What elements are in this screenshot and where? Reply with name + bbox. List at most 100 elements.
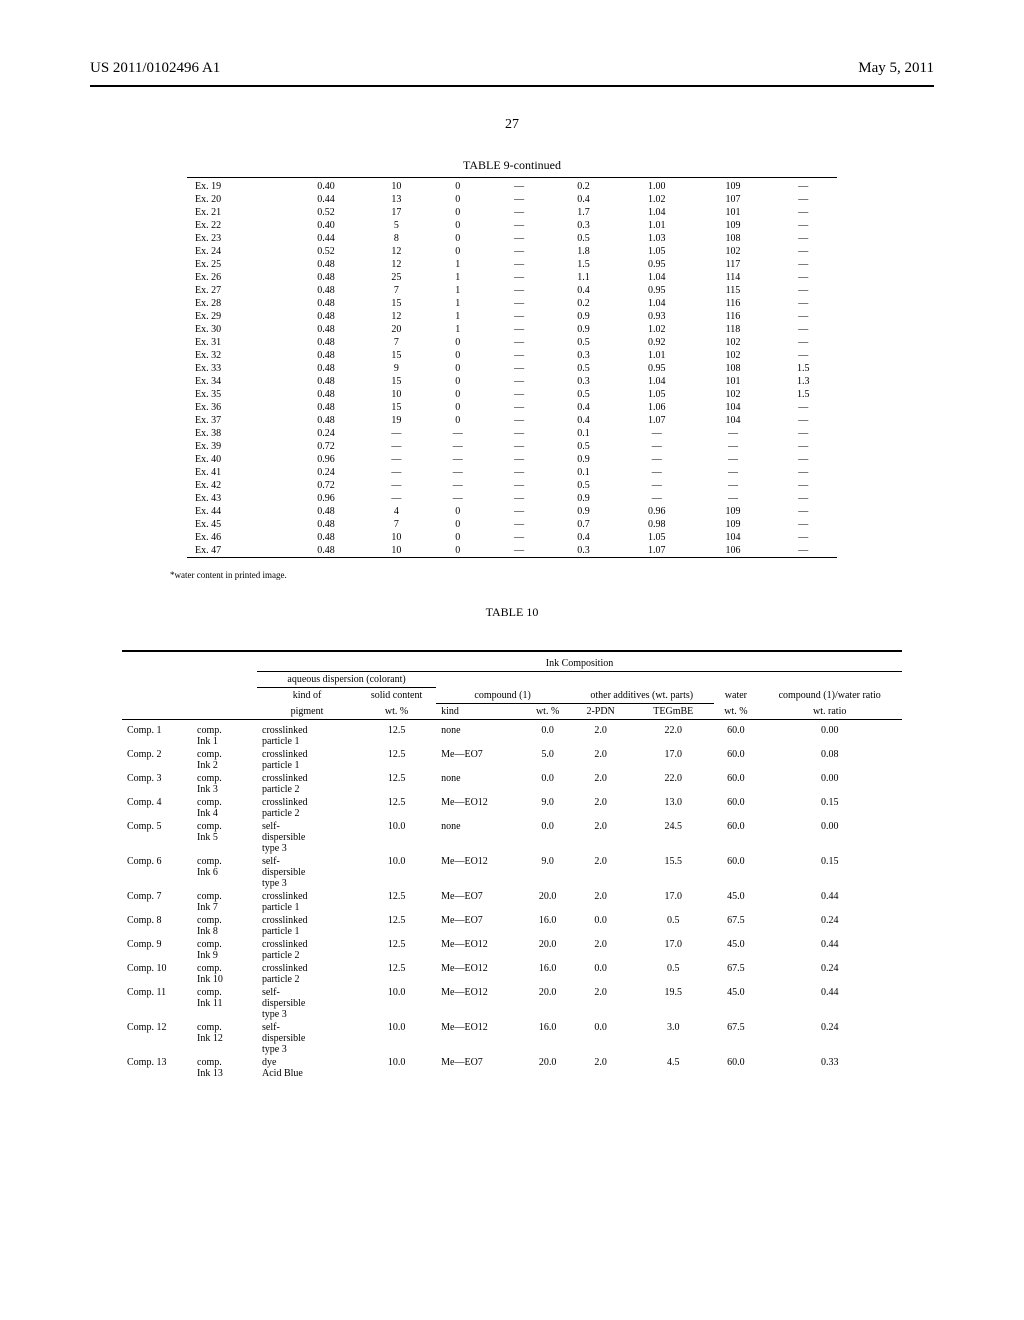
table-cell: 7 <box>366 518 427 531</box>
table-cell: Ex. 33 <box>187 362 286 375</box>
table-cell: 60.0 <box>714 796 757 820</box>
table-cell: Ex. 25 <box>187 258 286 271</box>
table-cell: 12.5 <box>357 796 436 820</box>
table-cell: Me—EO7 <box>436 890 526 914</box>
table-cell: — <box>770 453 837 466</box>
table-cell: 101 <box>696 375 769 388</box>
table-cell: 0 <box>427 544 488 558</box>
table-cell: 109 <box>696 505 769 518</box>
table-cell: — <box>488 362 549 375</box>
table-cell: 9.0 <box>526 796 569 820</box>
table-cell: — <box>488 466 549 479</box>
table-row: Ex. 300.48201—0.91.02118— <box>187 323 837 336</box>
table-cell: 12 <box>366 310 427 323</box>
table-cell: 2.0 <box>569 1056 632 1080</box>
table-cell: comp.Ink 13 <box>192 1056 257 1080</box>
table-cell: — <box>488 401 549 414</box>
table-cell: 0.48 <box>286 531 365 544</box>
table-cell: 108 <box>696 362 769 375</box>
table-cell: 0.24 <box>286 466 365 479</box>
table-cell: 1.05 <box>617 388 696 401</box>
table-cell: 20.0 <box>526 938 569 962</box>
table-cell: Ex. 36 <box>187 401 286 414</box>
col-compound-water: compound (1)/water ratio <box>757 688 902 704</box>
table-cell: 12.5 <box>357 890 436 914</box>
publication-date: May 5, 2011 <box>858 60 934 77</box>
table-row: Comp. 9comp.Ink 9crosslinkedparticle 212… <box>122 938 902 962</box>
table-cell: 0.3 <box>550 219 617 232</box>
table-cell: 0 <box>427 232 488 245</box>
table-cell: 0.7 <box>550 518 617 531</box>
table-row: Ex. 280.48151—0.21.04116— <box>187 297 837 310</box>
table-cell: 0.3 <box>550 375 617 388</box>
table-row: Ex. 200.44130—0.41.02107— <box>187 193 837 206</box>
table-cell: 0.48 <box>286 323 365 336</box>
table-cell: 19.5 <box>632 986 714 1021</box>
table-cell: 0.98 <box>617 518 696 531</box>
table-cell: — <box>427 427 488 440</box>
table-cell: — <box>427 440 488 453</box>
table-cell: comp.Ink 4 <box>192 796 257 820</box>
table-cell: — <box>488 531 549 544</box>
table-cell: Me—EO12 <box>436 938 526 962</box>
table-cell: — <box>770 479 837 492</box>
table-cell: comp.Ink 6 <box>192 855 257 890</box>
table-row: Ex. 270.4871—0.40.95115— <box>187 284 837 297</box>
table-cell: — <box>617 492 696 505</box>
table-cell: Ex. 38 <box>187 427 286 440</box>
table-cell: 67.5 <box>714 962 757 986</box>
table-row: Comp. 8comp.Ink 8crosslinkedparticle 112… <box>122 914 902 938</box>
table-cell: 0.24 <box>757 914 902 938</box>
table-cell: Ex. 31 <box>187 336 286 349</box>
table-cell: 104 <box>696 531 769 544</box>
table-cell: 102 <box>696 388 769 401</box>
table-cell: 0.9 <box>550 310 617 323</box>
table10-title: TABLE 10 <box>90 605 934 620</box>
table-cell: 1 <box>427 297 488 310</box>
col-2pdn: 2-PDN <box>569 703 632 719</box>
table-cell: — <box>427 466 488 479</box>
table-cell: — <box>488 245 549 258</box>
table-cell: 0 <box>427 518 488 531</box>
table-cell: none <box>436 772 526 796</box>
table-cell: 116 <box>696 297 769 310</box>
table-cell: 10 <box>366 388 427 401</box>
table-cell: — <box>617 453 696 466</box>
table-cell: 12 <box>366 245 427 258</box>
table-cell: none <box>436 724 526 748</box>
table-cell: 101 <box>696 206 769 219</box>
table-cell: — <box>488 479 549 492</box>
table9-footnote: *water content in printed image. <box>170 570 934 580</box>
table-cell: — <box>488 453 549 466</box>
table-cell: 0.48 <box>286 284 365 297</box>
table-cell: — <box>770 297 837 310</box>
table-cell: 0.0 <box>526 772 569 796</box>
table-cell: Ex. 46 <box>187 531 286 544</box>
col-wt1: wt. % <box>357 703 436 719</box>
col-aqueous-dispersion: aqueous dispersion (colorant) <box>257 672 436 688</box>
table-cell: 0.3 <box>550 544 617 558</box>
table-cell: 1.1 <box>550 271 617 284</box>
table-row: Ex. 370.48190—0.41.07104— <box>187 414 837 427</box>
table-cell: 0.0 <box>569 1021 632 1056</box>
table-cell: — <box>770 440 837 453</box>
table-cell: 20.0 <box>526 1056 569 1080</box>
col-ink-composition: Ink Composition <box>257 656 902 672</box>
table-cell: 1.01 <box>617 219 696 232</box>
table-cell: 0.96 <box>617 505 696 518</box>
table-cell: 60.0 <box>714 820 757 855</box>
table-cell: 16.0 <box>526 962 569 986</box>
table-cell: 9 <box>366 362 427 375</box>
table-cell: — <box>770 180 837 193</box>
table-row: Ex. 250.48121—1.50.95117— <box>187 258 837 271</box>
table-cell: — <box>770 414 837 427</box>
table-cell: — <box>488 544 549 558</box>
table-cell: 8 <box>366 232 427 245</box>
table-cell: comp.Ink 8 <box>192 914 257 938</box>
table-cell: 0.72 <box>286 440 365 453</box>
table-cell: — <box>770 336 837 349</box>
table-cell: 0.5 <box>550 388 617 401</box>
table-cell: 109 <box>696 219 769 232</box>
table-cell: 0.48 <box>286 375 365 388</box>
table-cell: 0 <box>427 219 488 232</box>
